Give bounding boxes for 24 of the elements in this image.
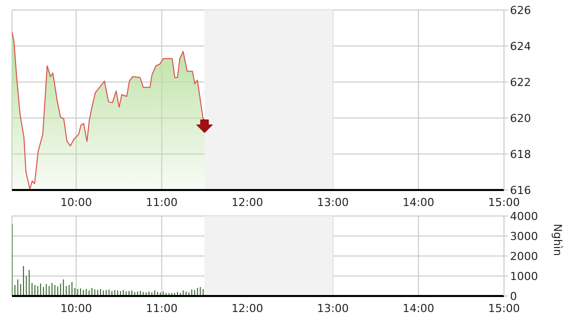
y-tick-label: 618 <box>510 148 531 161</box>
x-tick-label: 14:00 <box>402 302 434 315</box>
x-tick-label: 15:00 <box>488 196 520 209</box>
y-tick-label: 620 <box>510 112 531 125</box>
y-tick-label: 0 <box>510 290 517 303</box>
y-tick-label: 624 <box>510 40 531 53</box>
y-tick-label: 616 <box>510 184 531 197</box>
x-tick-label: 10:00 <box>60 196 92 209</box>
x-tick-label: 15:00 <box>488 302 520 315</box>
y-axis-title: Nghìn <box>551 224 564 256</box>
x-tick-label: 12:00 <box>231 302 264 315</box>
y-tick-label: 3000 <box>510 230 538 243</box>
x-tick-label: 13:00 <box>317 302 349 315</box>
y-tick-label: 4000 <box>510 210 538 223</box>
x-tick-label: 10:00 <box>60 302 92 315</box>
x-tick-label: 12:00 <box>231 196 264 209</box>
x-tick-label: 11:00 <box>146 196 178 209</box>
y-tick-label: 626 <box>510 4 531 17</box>
x-tick-label: 13:00 <box>317 196 349 209</box>
y-tick-label: 2000 <box>510 250 538 263</box>
y-tick-label: 622 <box>510 76 531 89</box>
x-tick-label: 11:00 <box>146 302 178 315</box>
x-tick-label: 14:00 <box>402 196 434 209</box>
y-tick-label: 1000 <box>510 270 538 283</box>
